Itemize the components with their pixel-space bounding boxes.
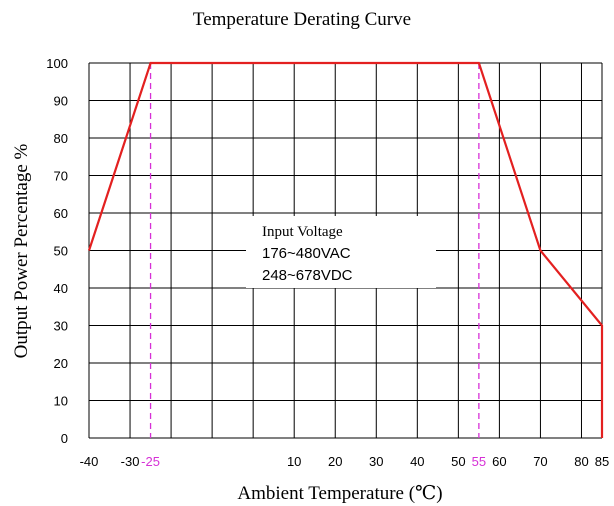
x-tick-80: 80	[574, 454, 588, 469]
y-tick-50: 50	[54, 244, 68, 259]
annotation-line-dc: 248~678VDC	[262, 267, 353, 284]
x-tick-85: 85	[595, 454, 609, 469]
x-tick-10: 10	[287, 454, 301, 469]
y-tick-0: 0	[61, 431, 68, 446]
annotation-box	[246, 216, 436, 288]
x-tick-55: 55	[472, 454, 486, 469]
y-tick-labels: 0 10 20 30 40 50 60 70 80 90 100	[46, 56, 68, 446]
y-tick-10: 10	[54, 394, 68, 409]
x-tick-70: 70	[533, 454, 547, 469]
y-axis-label: Output Power Percentage %	[11, 143, 32, 358]
y-tick-40: 40	[54, 281, 68, 296]
x-tick-labels: -40 -30 -25 10 20 30 40 50 55 60 70 80 85	[80, 454, 610, 469]
y-tick-30: 30	[54, 319, 68, 334]
x-tick-30: 30	[369, 454, 383, 469]
reference-lines	[149, 63, 480, 438]
annotation-title: Input Voltage	[262, 224, 343, 240]
x-tick-40: 40	[410, 454, 424, 469]
x-tick--40: -40	[80, 454, 99, 469]
series-layer	[87, 61, 604, 438]
input-voltage-annotation: Input Voltage 176~480VAC 248~678VDC	[246, 216, 436, 288]
y-tick-60: 60	[54, 206, 68, 221]
y-tick-90: 90	[54, 94, 68, 109]
x-axis-label: Ambient Temperature (℃)	[237, 483, 442, 504]
annotation-line-ac: 176~480VAC	[262, 245, 351, 262]
y-tick-70: 70	[54, 169, 68, 184]
y-tick-100: 100	[46, 56, 68, 71]
x-tick-20: 20	[328, 454, 342, 469]
x-tick--25: -25	[141, 454, 160, 469]
y-tick-80: 80	[54, 131, 68, 146]
x-tick--30: -30	[121, 454, 140, 469]
chart-title: Temperature Derating Curve	[193, 9, 411, 30]
y-tick-20: 20	[54, 356, 68, 371]
series-line-0	[87, 61, 604, 438]
x-tick-50: 50	[451, 454, 465, 469]
x-tick-60: 60	[492, 454, 506, 469]
